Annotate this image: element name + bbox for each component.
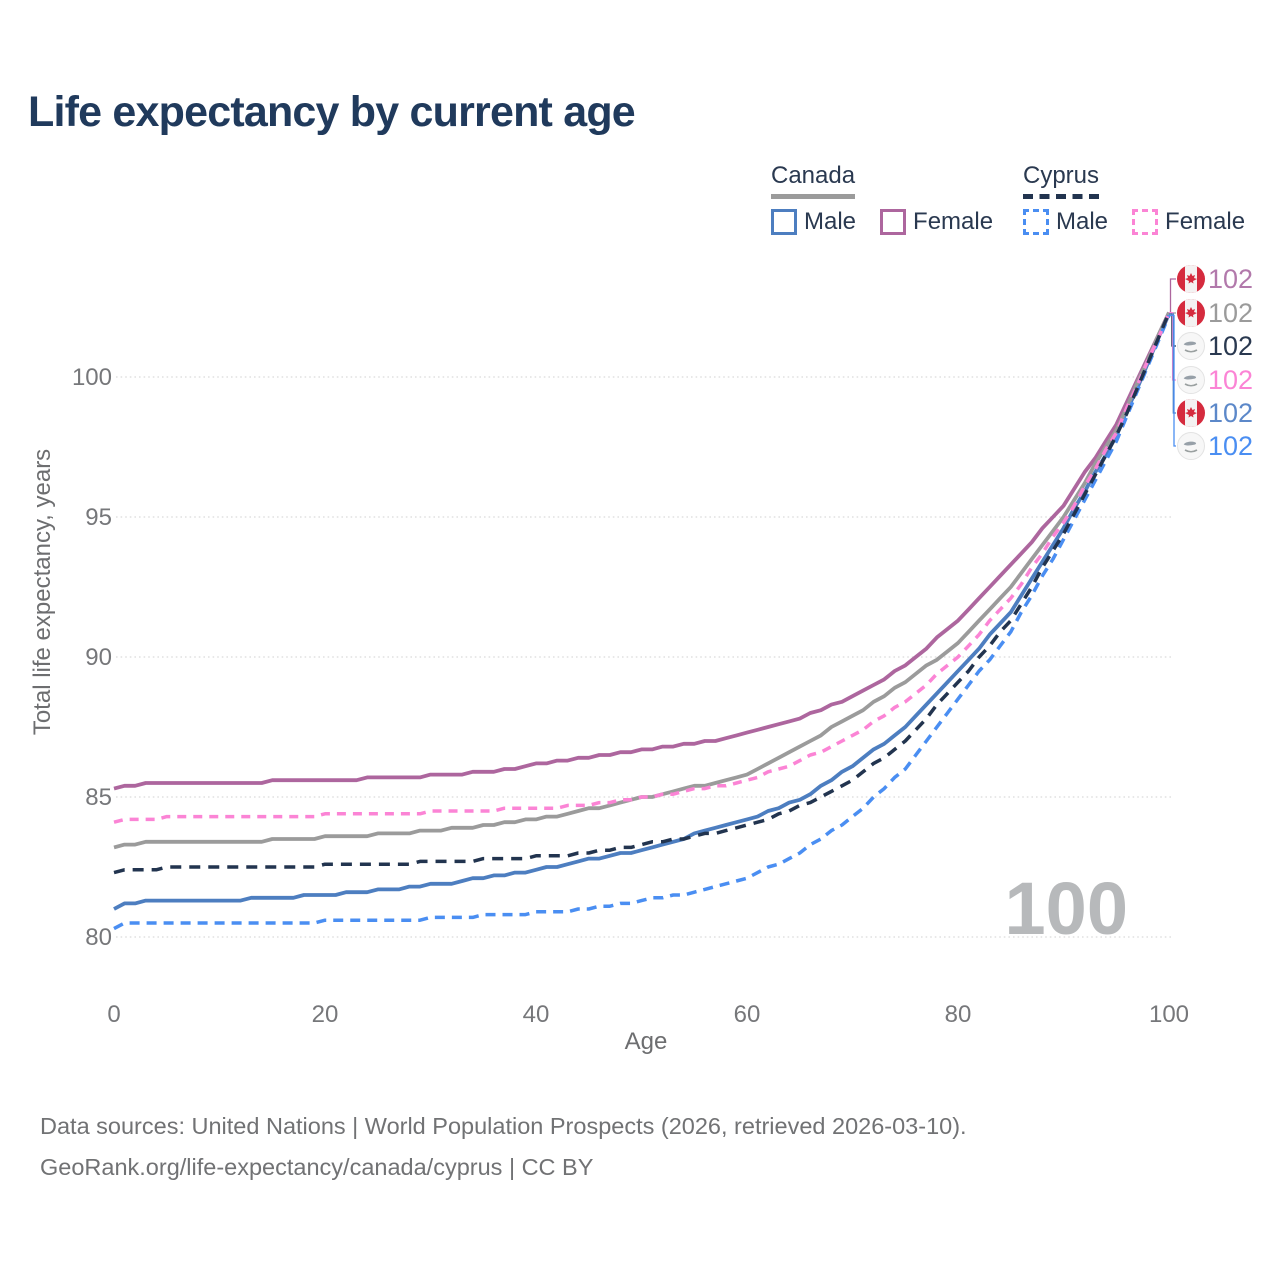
canada-female-swatch-icon [880,209,907,235]
canada-flag-icon [1177,399,1205,427]
end-value-label-canada-female: 102 [1208,264,1253,294]
legend-label-cyprus-female: Female [1165,208,1246,235]
legend-country-cyprus[interactable]: Cyprus [1023,162,1100,199]
legend-label-canada-female: Female [913,208,994,235]
legend-country-canada[interactable]: Canada [771,162,856,199]
age-watermark: 100 [1005,867,1128,950]
legend-item-cyprus-female[interactable]: Female [1132,208,1245,236]
data-sources-text: Data sources: United Nations | World Pop… [40,1113,967,1139]
page-title: Life expectancy by current age [28,88,636,136]
end-value-label-canada-total: 102 [1208,298,1253,328]
x-axis-title: Age [625,1028,668,1055]
legend-label-canada-male: Male [804,208,857,235]
y-tick-label-90: 90 [85,644,112,671]
legend-item-cyprus-male[interactable]: Male [1023,208,1108,236]
cyprus-flag-icon [1177,432,1205,460]
legend-label-cyprus-male: Male [1056,208,1109,235]
y-tick-label-85: 85 [85,784,112,811]
legend-item-canada-male[interactable]: Male [771,208,856,236]
series-line-cyprus-female[interactable] [113,311,1171,824]
legend-group-canada: Canada Male Female [771,162,1017,236]
legend-item-canada-female[interactable]: Female [880,208,993,236]
x-tick-label-20: 20 [312,1001,339,1028]
legend-row-cyprus: Male Female [1023,208,1269,236]
series-line-canada-female[interactable] [113,311,1171,791]
x-tick-label-40: 40 [523,1001,550,1028]
end-value-label-cyprus-total: 102 [1208,331,1253,361]
footer: Data sources: United Nations | World Pop… [40,1106,967,1188]
cyprus-flag-icon [1177,332,1205,360]
y-axis-title: Total life expectancy, years [29,449,56,735]
series-line-canada-total[interactable] [113,311,1171,850]
x-tick-label-0: 0 [107,1001,120,1028]
end-value-label-cyprus-female: 102 [1208,365,1253,395]
leader-line-cyprus-male [1169,314,1176,447]
y-tick-label-80: 80 [85,924,112,951]
x-tick-label-60: 60 [734,1001,761,1028]
canada-flag-icon [1177,299,1205,327]
y-tick-label-95: 95 [85,504,112,531]
end-value-label-canada-male: 102 [1208,398,1253,428]
series-line-cyprus-male[interactable] [113,314,1171,931]
cyprus-flag-icon [1177,366,1205,394]
cyprus-female-swatch-icon [1132,209,1159,235]
leader-line-canada-female [1169,278,1176,314]
cyprus-male-swatch-icon [1023,209,1049,235]
canada-flag-icon [1177,265,1205,293]
series-line-cyprus-total[interactable] [113,311,1171,875]
attribution-link[interactable]: GeoRank.org/life-expectancy/canada/cypru… [40,1154,594,1180]
x-tick-label-80: 80 [945,1001,972,1028]
legend-row-canada: Male Female [771,208,1017,236]
legend-group-cyprus: Cyprus Male Female [1023,162,1269,236]
y-tick-label-100: 100 [72,364,112,391]
canada-male-swatch-icon [771,209,797,235]
end-value-label-cyprus-male: 102 [1208,431,1253,461]
series-line-canada-male[interactable] [113,313,1171,911]
x-tick-label-100: 100 [1149,1001,1189,1028]
